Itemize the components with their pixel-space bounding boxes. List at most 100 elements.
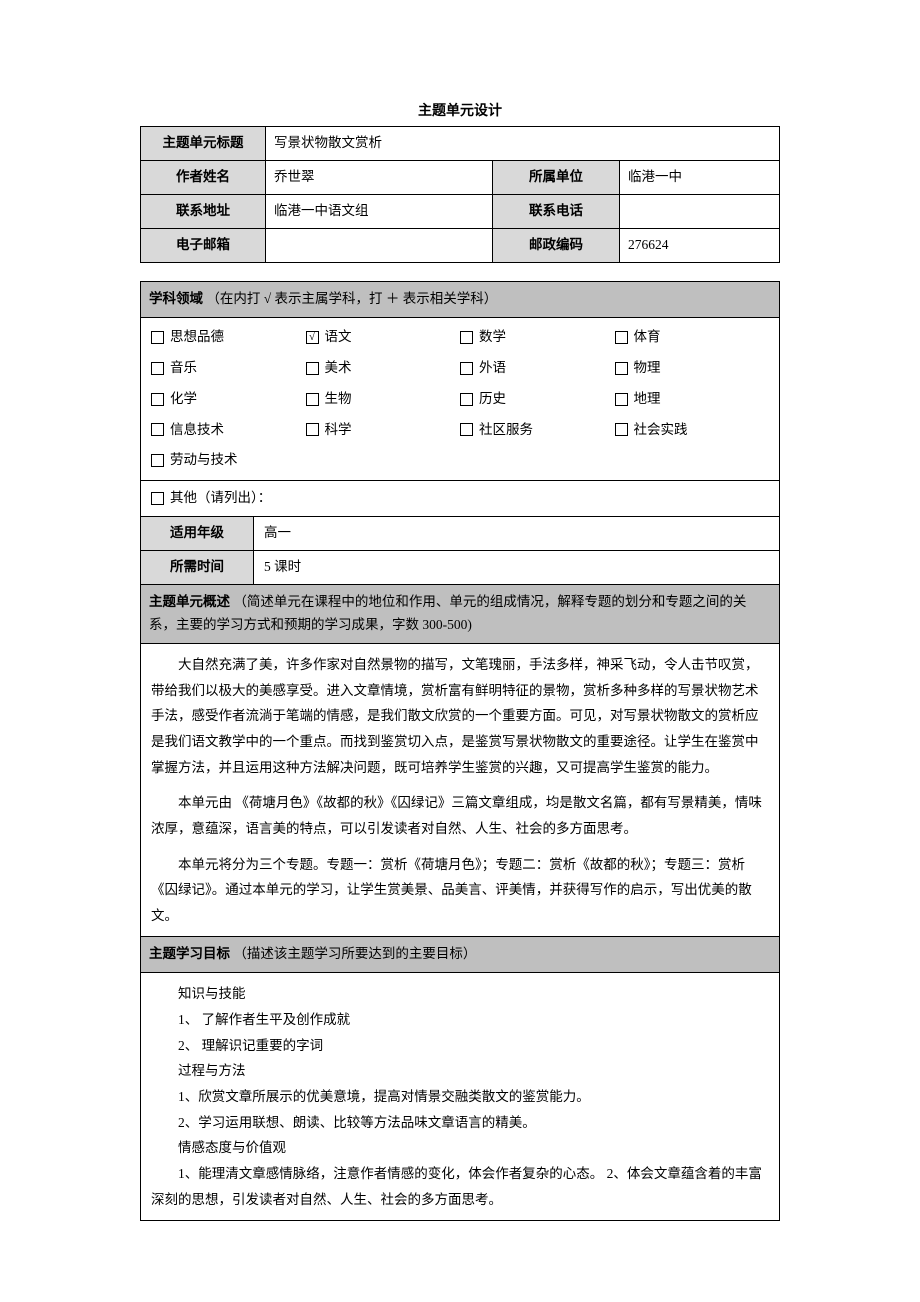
value-zip: 276624 [620,228,780,262]
checkbox-icon [306,423,319,436]
checkbox-icon [306,393,319,406]
subject-label: 体育 [634,326,661,349]
subject-item: 社区服务 [460,419,615,442]
subject-label: 科学 [325,419,352,442]
value-unit-title: 写景状物散文赏析 [266,127,780,161]
objectives-body: 知识与技能 1、 了解作者生平及创作成就 2、 理解识记重要的字词 过程与方法 … [141,973,780,1221]
subject-label: 语文 [325,326,352,349]
value-phone [620,194,780,228]
subject-other-label: 其他（请列出）： [170,487,271,510]
overview-para-2: 本单元由 《荷塘月色》《故都的秋》《囚绿记》三篇文章组成，均是散文名篇，都有写景… [151,790,769,841]
label-time: 所需时间 [141,551,254,584]
checkbox-icon [151,362,164,375]
header-info-table: 主题单元标题 写景状物散文赏析 作者姓名 乔世翠 所属单位 临港一中 联系地址 … [140,126,780,263]
checkbox-icon [151,492,164,505]
subject-header-note: （在内打 √ 表示主属学科，打 ＋ 表示相关学科） [206,291,497,306]
checkbox-icon [306,331,319,344]
subject-header: 学科领域 （在内打 √ 表示主属学科，打 ＋ 表示相关学科） [141,281,780,317]
value-email [266,228,493,262]
obj-group-1: 知识与技能 [151,981,769,1007]
subject-label: 生物 [325,388,352,411]
subject-item: 美术 [306,357,461,380]
checkbox-icon [151,454,164,467]
checkbox-icon [151,331,164,344]
subject-item: 劳动与技术 [151,449,306,472]
overview-para-1: 大自然充满了美，许多作家对自然景物的描写，文笔瑰丽，手法多样，神采飞动，令人击节… [151,652,769,780]
obj-item-1-1: 1、 了解作者生平及创作成就 [151,1007,769,1033]
checkbox-icon [615,331,628,344]
checkbox-icon [615,423,628,436]
overview-para-3: 本单元将分为三个专题。专题一：赏析《荷塘月色》；专题二：赏析《故都的秋》；专题三… [151,852,769,929]
subject-label: 思想品德 [170,326,224,349]
overview-header-label: 主题单元概述 [149,594,230,609]
overview-header-note: （简述单元在课程中的地位和作用、单元的组成情况，解释专题的划分和专题之间的关系，… [149,594,746,632]
subject-item: 外语 [460,357,615,380]
checkbox-icon [151,393,164,406]
label-grade: 适用年级 [141,517,254,550]
subject-col-1: 思想品德音乐化学信息技术劳动与技术 [151,326,306,473]
label-phone: 联系电话 [493,194,620,228]
subject-item: 地理 [615,388,770,411]
subject-label: 信息技术 [170,419,224,442]
obj-item-1-2: 2、 理解识记重要的字词 [151,1033,769,1059]
label-org: 所属单位 [493,160,620,194]
label-unit-title: 主题单元标题 [141,127,266,161]
subject-label: 美术 [325,357,352,380]
checkbox-icon [460,393,473,406]
subject-label: 社区服务 [479,419,533,442]
subject-item: 社会实践 [615,419,770,442]
subject-label: 地理 [634,388,661,411]
subject-label: 数学 [479,326,506,349]
checkbox-icon [615,393,628,406]
value-org: 临港一中 [620,160,780,194]
checkbox-icon [151,423,164,436]
time-row: 所需时间 5 课时 [141,551,779,584]
subject-col-2: 语文美术生物科学 [306,326,461,473]
subject-label: 历史 [479,388,506,411]
subject-label: 音乐 [170,357,197,380]
objectives-header: 主题学习目标 （描述该主题学习所要达到的主要目标） [141,937,780,973]
subject-label: 物理 [634,357,661,380]
label-author: 作者姓名 [141,160,266,194]
overview-header: 主题单元概述 （简述单元在课程中的地位和作用、单元的组成情况，解释专题的划分和专… [141,585,780,644]
objectives-header-label: 主题学习目标 [149,946,230,961]
subject-item: 化学 [151,388,306,411]
checkbox-icon [306,362,319,375]
subject-item: 语文 [306,326,461,349]
subject-label: 社会实践 [634,419,688,442]
obj-item-2-2: 2、学习运用联想、朗读、比较等方法品味文章语言的精美。 [151,1110,769,1136]
obj-group-2: 过程与方法 [151,1058,769,1084]
subject-other-row: 其他（请列出）： [141,481,779,516]
label-address: 联系地址 [141,194,266,228]
subject-col-3: 数学外语历史社区服务 [460,326,615,473]
subject-item: 体育 [615,326,770,349]
value-author: 乔世翠 [266,160,493,194]
checkbox-icon [615,362,628,375]
subject-table: 学科领域 （在内打 √ 表示主属学科，打 ＋ 表示相关学科） 思想品德音乐化学信… [140,281,780,1221]
label-email: 电子邮箱 [141,228,266,262]
subject-header-label: 学科领域 [149,291,203,306]
subject-label: 外语 [479,357,506,380]
subject-label: 化学 [170,388,197,411]
subject-item: 历史 [460,388,615,411]
subject-grid: 思想品德音乐化学信息技术劳动与技术 语文美术生物科学 数学外语历史社区服务 体育… [141,318,779,481]
document-title: 主题单元设计 [140,100,780,120]
value-time: 5 课时 [254,551,779,584]
checkbox-icon [460,362,473,375]
subject-item: 数学 [460,326,615,349]
subject-item: 信息技术 [151,419,306,442]
subject-item: 生物 [306,388,461,411]
subject-col-4: 体育物理地理社会实践 [615,326,770,473]
subject-item: 思想品德 [151,326,306,349]
subject-label: 劳动与技术 [170,449,238,472]
value-address: 临港一中语文组 [266,194,493,228]
checkbox-icon [460,423,473,436]
objectives-header-note: （描述该主题学习所要达到的主要目标） [233,946,476,961]
value-grade: 高一 [254,517,779,550]
obj-group-3: 情感态度与价值观 [151,1135,769,1161]
subject-item: 音乐 [151,357,306,380]
obj-item-2-1: 1、欣赏文章所展示的优美意境，提高对情景交融类散文的鉴赏能力。 [151,1084,769,1110]
checkbox-icon [460,331,473,344]
obj-item-3-1: 1、能理清文章感情脉络，注意作者情感的变化，体会作者复杂的心态。 2、体会文章蕴… [151,1161,769,1212]
subject-item: 物理 [615,357,770,380]
